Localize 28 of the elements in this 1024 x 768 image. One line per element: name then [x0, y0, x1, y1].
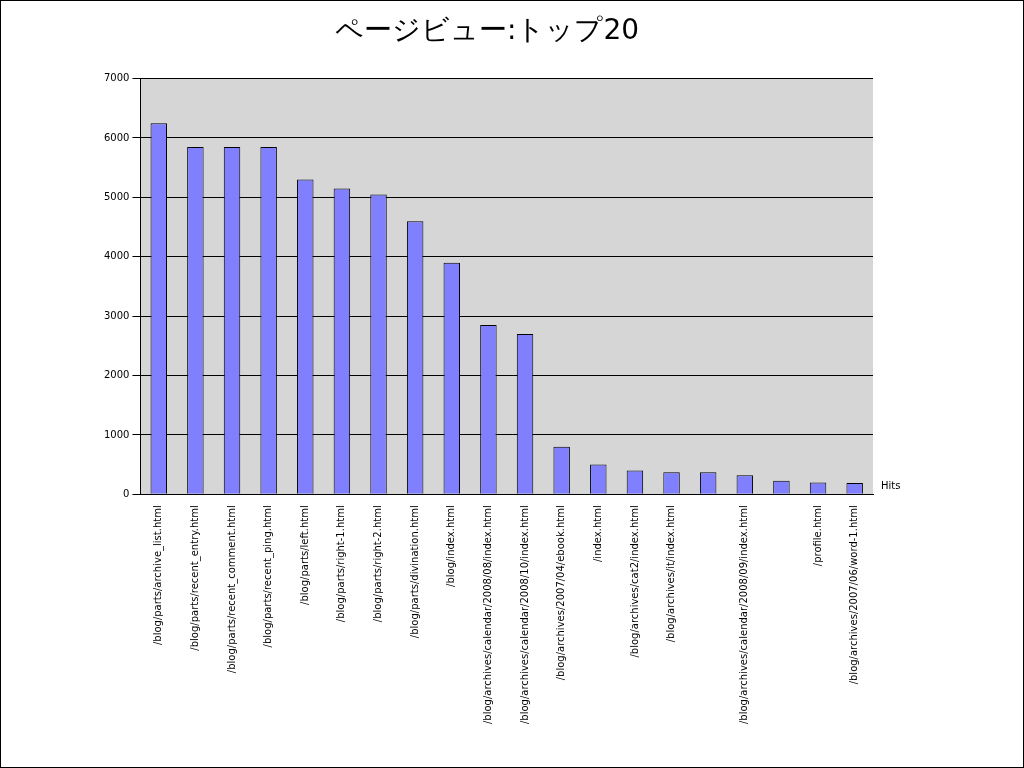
x-tick-label: /blog/parts/archive_list.html — [152, 505, 165, 646]
y-tick-label: 5000 — [104, 190, 130, 202]
x-tick-label: /blog/archives/2007/06/word-1.html — [848, 505, 860, 685]
x-tick-label: /blog/archives/calendar/2008/10/index.html — [518, 505, 530, 725]
x-tick-label: /blog/index.html — [445, 505, 457, 587]
x-tick-label: /blog/archives/2007/04/ebook.html — [555, 505, 567, 681]
x-tick-label: /profile.html — [811, 505, 823, 567]
x-tick-label: /blog/archives/cat2/index.html — [628, 505, 640, 658]
x-tick-label: /blog/parts/left.html — [298, 505, 310, 605]
y-tick-label: 4000 — [104, 250, 130, 262]
y-tick-label: 7000 — [104, 72, 130, 84]
x-tick-label: /blog/parts/recent_entry.html — [188, 505, 201, 651]
x-tick-label: /blog/parts/divination.html — [408, 505, 420, 639]
y-tick-label: 3000 — [104, 309, 130, 321]
y-tick-label: 0 — [123, 487, 130, 499]
chart-title: ページビュー:トップ20 — [334, 13, 640, 47]
x-tick-label: /blog/parts/right-2.html — [372, 505, 384, 623]
x-tick-label: /blog/parts/recent_comment.html — [225, 505, 238, 674]
x-tick-label: /blog/archives/calendar/2008/09/index.html — [738, 505, 750, 725]
x-tick-label: /blog/parts/recent_ping.html — [262, 505, 275, 648]
y-tick-label: 6000 — [104, 131, 130, 143]
x-tick-label: /blog/archives/it/index.html — [665, 505, 677, 643]
x-tick-label: /index.html — [591, 505, 603, 562]
x-tick-label: /blog/archives/calendar/2008/08/index.html — [482, 505, 493, 725]
series-label: Hits — [881, 479, 901, 491]
y-tick-label: 1000 — [104, 428, 130, 440]
y-tick-label: 2000 — [104, 369, 130, 381]
x-tick-label: /blog/parts/right-1.html — [335, 505, 347, 623]
